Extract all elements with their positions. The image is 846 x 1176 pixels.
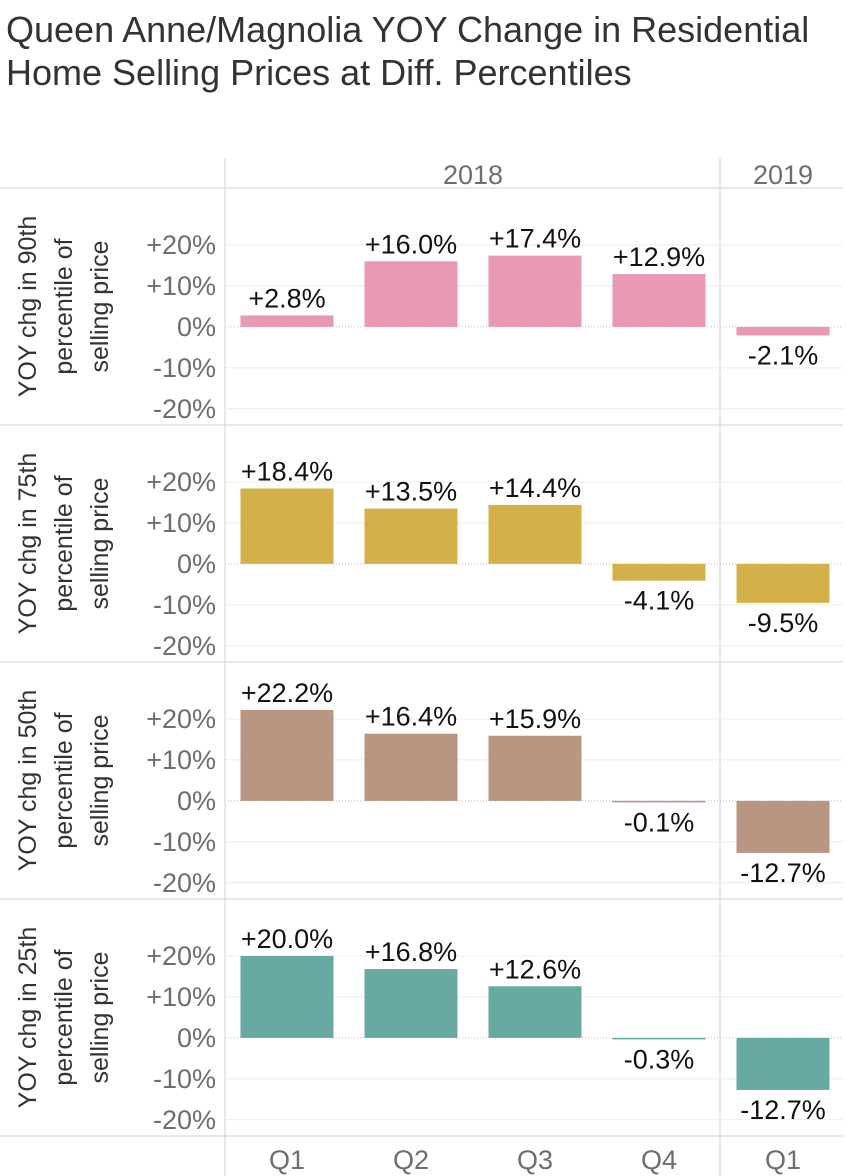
y-tick-label: -10% (153, 827, 216, 857)
bar (612, 563, 706, 581)
y-tick-label: -20% (153, 1105, 216, 1135)
x-tick-label: Q3 (517, 1145, 553, 1175)
y-tick-label: +20% (146, 704, 216, 734)
y-axis-label: YOY chg in 75th (14, 453, 42, 635)
y-tick-label: -20% (153, 394, 216, 424)
y-tick-label: -20% (153, 868, 216, 898)
y-axis-label: percentile of (50, 712, 78, 848)
x-tick-label: Q1 (269, 1145, 305, 1175)
year-header: 2018 (443, 160, 503, 190)
panel-25th: +20% +10% 0% -10% -20% YOY chg in 25th percent… (14, 924, 843, 1135)
bar (736, 1037, 830, 1090)
data-label: +22.2% (241, 678, 333, 708)
data-label: -12.7% (740, 1095, 826, 1125)
data-label: -4.1% (624, 586, 695, 616)
y-tick-label: +20% (146, 230, 216, 260)
y-axis-label: percentile of (50, 238, 78, 374)
y-axis-label: YOY chg in 90th (14, 216, 42, 398)
x-tick-label: Q4 (641, 1145, 677, 1175)
data-label: +12.6% (489, 954, 581, 984)
bar (612, 1037, 706, 1040)
y-axis-label: percentile of (50, 475, 78, 611)
bar (488, 735, 582, 801)
y-tick-label: +20% (146, 467, 216, 497)
bar (364, 969, 458, 1038)
data-label: +12.9% (613, 242, 705, 272)
year-header: 2019 (753, 160, 813, 190)
bar (612, 274, 706, 327)
y-tick-label: +10% (146, 982, 216, 1012)
y-tick-label: 0% (177, 312, 216, 342)
y-tick-label: -10% (153, 1064, 216, 1094)
data-label: -0.3% (624, 1044, 695, 1074)
bar (364, 508, 458, 564)
bar (612, 800, 706, 803)
bar (736, 563, 830, 603)
y-tick-label: -20% (153, 631, 216, 661)
chart-title: Queen Anne/Magnolia YOY Change in Reside… (6, 9, 810, 93)
bar (736, 326, 830, 336)
data-label: +20.0% (241, 924, 333, 954)
data-label: +16.0% (365, 229, 457, 259)
data-label: +18.4% (241, 457, 333, 487)
bar (736, 800, 830, 853)
y-tick-label: 0% (177, 1023, 216, 1053)
bar (488, 986, 582, 1038)
y-axis-label: selling price (86, 714, 114, 846)
data-label: +13.5% (365, 477, 457, 507)
data-label: +2.8% (248, 283, 325, 313)
panel-75th: +20% +10% 0% -10% -20% YOY chg in 75th percent… (14, 453, 843, 661)
bar (488, 504, 582, 564)
data-label: -12.7% (740, 858, 826, 888)
y-axis-label: percentile of (50, 949, 78, 1085)
y-axis-label: selling price (86, 477, 114, 609)
y-axis-label: YOY chg in 50th (14, 690, 42, 872)
y-axis-label: selling price (86, 240, 114, 372)
data-label: +14.4% (489, 473, 581, 503)
bar (364, 261, 458, 327)
y-tick-label: -10% (153, 590, 216, 620)
data-label: -2.1% (748, 340, 819, 370)
x-tick-label: Q1 (765, 1145, 801, 1175)
y-tick-label: -10% (153, 353, 216, 383)
y-tick-label: +10% (146, 271, 216, 301)
data-label: -9.5% (748, 608, 819, 638)
data-label: +17.4% (489, 224, 581, 254)
bar (240, 315, 334, 327)
y-tick-label: +20% (146, 941, 216, 971)
y-axis-label: selling price (86, 951, 114, 1083)
y-axis-label: YOY chg in 25th (14, 927, 42, 1109)
bar (488, 255, 582, 327)
bar (240, 955, 334, 1038)
data-label: -0.1% (624, 807, 695, 837)
bar (240, 709, 334, 801)
y-tick-label: +10% (146, 508, 216, 538)
data-label: +16.4% (365, 702, 457, 732)
panel-50th: +20% +10% 0% -10% -20% YOY chg in 50th percent… (14, 678, 843, 898)
bar (240, 488, 334, 564)
y-tick-label: +10% (146, 745, 216, 775)
data-label: +15.9% (489, 704, 581, 734)
x-tick-label: Q2 (393, 1145, 429, 1175)
y-tick-label: 0% (177, 786, 216, 816)
bar (364, 733, 458, 801)
y-tick-label: 0% (177, 549, 216, 579)
panel-90th: +20% +10% 0% -10% -20% YOY chg in 90th percent… (14, 216, 843, 424)
data-label: +16.8% (365, 937, 457, 967)
